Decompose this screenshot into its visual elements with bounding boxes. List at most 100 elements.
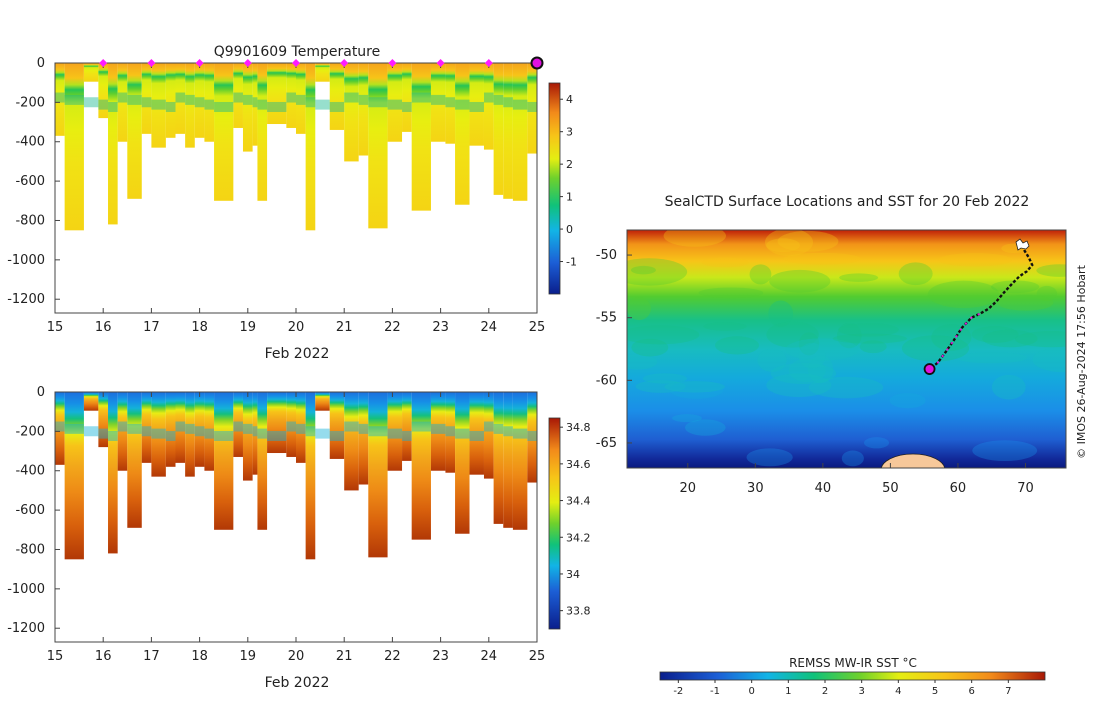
profile-band bbox=[469, 101, 484, 112]
profile-band bbox=[175, 92, 186, 103]
x-tick-label: 23 bbox=[432, 649, 449, 664]
profile-column bbox=[305, 392, 316, 560]
y-tick-label: -400 bbox=[15, 464, 45, 479]
profile-band bbox=[267, 430, 287, 441]
profile-band bbox=[242, 423, 253, 434]
salinity-colorbar-ticks: 34.8 34.6 34.4 34.2 34 33.8 bbox=[560, 421, 591, 618]
surface-marker bbox=[195, 59, 204, 67]
profile-band bbox=[445, 97, 456, 108]
map-y-tick-label: -55 bbox=[596, 311, 617, 326]
profile-column bbox=[64, 392, 84, 560]
profile-band bbox=[286, 92, 296, 103]
sst-texture-blob bbox=[669, 381, 724, 399]
profile-band bbox=[98, 99, 109, 110]
sst-texture-blob bbox=[836, 322, 862, 349]
profile-column bbox=[411, 392, 431, 540]
profile-band bbox=[64, 94, 84, 105]
profile-band bbox=[214, 101, 234, 112]
profile-column bbox=[296, 392, 306, 463]
profile-band bbox=[315, 99, 330, 110]
profile-column bbox=[214, 392, 234, 530]
profile-column bbox=[267, 392, 287, 454]
sst-texture-blob bbox=[938, 253, 1013, 267]
x-tick-label: 25 bbox=[529, 649, 546, 664]
profile-band bbox=[141, 97, 152, 108]
profile-band bbox=[204, 99, 215, 110]
profile-column bbox=[127, 63, 142, 199]
y-tick-label: -1000 bbox=[7, 253, 45, 268]
sst-texture-blob bbox=[841, 450, 864, 467]
profile-column bbox=[455, 392, 470, 534]
profile-column bbox=[368, 392, 388, 558]
profile-band bbox=[445, 426, 456, 437]
x-tick-label: 22 bbox=[384, 649, 401, 664]
sst-texture-blob bbox=[714, 336, 760, 355]
sst-texture-blob bbox=[839, 273, 879, 282]
y-tick-label: -600 bbox=[15, 174, 45, 189]
x-tick-label: 15 bbox=[47, 649, 64, 664]
sst-colorbar-tick-label: 6 bbox=[968, 686, 974, 697]
imos-credit: © IMOS 26-Aug-2024 17:56 Hobart bbox=[1075, 264, 1088, 458]
profile-band bbox=[127, 94, 142, 105]
sst-texture-blob bbox=[768, 300, 794, 327]
profile-band bbox=[503, 97, 513, 108]
sst-texture-blob bbox=[927, 280, 1000, 309]
profile-column bbox=[344, 63, 359, 162]
colorbar-tick-label: 34.6 bbox=[566, 458, 591, 471]
temperature-y-axis: 0 -200 -400 -600 -800 -1000 -1200 bbox=[7, 56, 60, 307]
salinity-profile-area bbox=[55, 392, 537, 560]
profile-band bbox=[117, 92, 128, 103]
sst-colorbar-label: REMSS MW-IR SST °C bbox=[789, 656, 917, 670]
sst-texture-blob bbox=[749, 264, 772, 285]
profile-column bbox=[512, 63, 528, 201]
map-x-tick-label: 50 bbox=[882, 481, 899, 496]
profile-column bbox=[233, 63, 243, 128]
sst-texture-blob bbox=[672, 414, 702, 423]
profile-column bbox=[512, 392, 528, 530]
sst-texture-blob bbox=[631, 338, 669, 357]
profile-band bbox=[411, 92, 431, 103]
y-tick-label: -1200 bbox=[7, 621, 45, 636]
sst-texture-blob bbox=[777, 230, 839, 252]
profile-band bbox=[233, 92, 243, 103]
sst-texture-blob bbox=[630, 265, 656, 275]
sst-colorbar bbox=[659, 671, 1046, 681]
x-tick-label: 18 bbox=[191, 649, 208, 664]
profile-column bbox=[214, 63, 234, 201]
sst-colorbar-tick-label: 7 bbox=[1005, 686, 1011, 697]
profile-band bbox=[527, 101, 537, 112]
profile-column bbox=[185, 63, 195, 148]
sst-texture-blob bbox=[956, 352, 1027, 364]
temperature-colorbar-ticks: 4 3 2 1 0 -1 bbox=[560, 93, 577, 269]
map-x-tick-label: 60 bbox=[950, 481, 967, 496]
profile-band bbox=[286, 421, 296, 432]
sst-texture-blob bbox=[972, 440, 1038, 461]
sst-texture-blob bbox=[664, 381, 725, 393]
sst-texture-blob bbox=[783, 252, 861, 265]
profile-column bbox=[286, 63, 296, 128]
x-tick-label: 15 bbox=[47, 320, 64, 335]
temperature-section-panel: Q9901609 Temperature 15 16 17 18 19 20 21 22 23 2… bbox=[7, 44, 577, 362]
profile-band bbox=[358, 423, 369, 434]
salinity-section-panel: 15 16 17 18 19 20 21 22 23 24 25 0 -200 -400 -600 -800… bbox=[7, 385, 590, 691]
profile-column bbox=[108, 63, 118, 225]
map-y-axis: -50 -55 -60 -65 bbox=[596, 248, 632, 451]
profile-band bbox=[358, 94, 369, 105]
current-marker bbox=[530, 56, 544, 70]
salinity-colorbar bbox=[548, 417, 561, 630]
profile-column bbox=[286, 392, 296, 457]
profile-column bbox=[315, 63, 330, 82]
antarctic-coast bbox=[880, 453, 946, 468]
profile-band bbox=[483, 92, 494, 103]
profile-band bbox=[296, 423, 306, 434]
profile-column bbox=[98, 63, 109, 119]
temperature-surface-markers bbox=[99, 56, 544, 70]
sst-texture-blob bbox=[997, 294, 1054, 311]
sst-texture-blob bbox=[764, 230, 814, 257]
profile-column bbox=[108, 392, 118, 554]
x-tick-label: 24 bbox=[481, 320, 498, 335]
profile-column bbox=[503, 392, 513, 528]
y-tick-label: -200 bbox=[15, 424, 45, 439]
profile-band bbox=[512, 99, 528, 110]
profile-band bbox=[503, 426, 513, 437]
